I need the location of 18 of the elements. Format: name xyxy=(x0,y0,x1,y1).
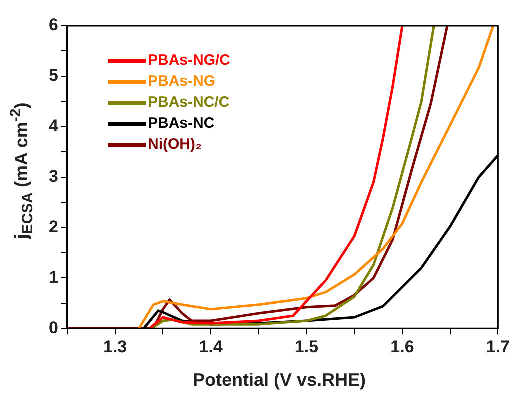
x-tick-label: 1.6 xyxy=(390,337,414,356)
y-tick-label: 2 xyxy=(48,217,58,236)
legend-label: PBAs-NC xyxy=(148,115,215,132)
y-tick-label: 6 xyxy=(48,16,58,35)
y-tick-label: 5 xyxy=(48,66,58,86)
legend-label: PBAs-NG/C xyxy=(148,52,231,69)
x-tick-label: 1.3 xyxy=(103,337,128,356)
legend-label: PBAs-NC/C xyxy=(148,94,230,111)
x-tick-label: 1.5 xyxy=(294,337,319,356)
legend-label: Ni(OH)₂ xyxy=(148,136,202,153)
y-tick-label: 0 xyxy=(48,318,58,338)
y-tick-label: 1 xyxy=(48,268,58,287)
x-axis-title: Potential (V vs.RHE) xyxy=(192,370,368,391)
x-tick-label: 1.7 xyxy=(486,337,510,356)
x-tick-label: 1.4 xyxy=(199,337,224,356)
y-tick-label: 3 xyxy=(48,166,58,186)
legend-label: PBAs-NG xyxy=(148,73,216,90)
y-tick-label: 4 xyxy=(48,116,59,136)
